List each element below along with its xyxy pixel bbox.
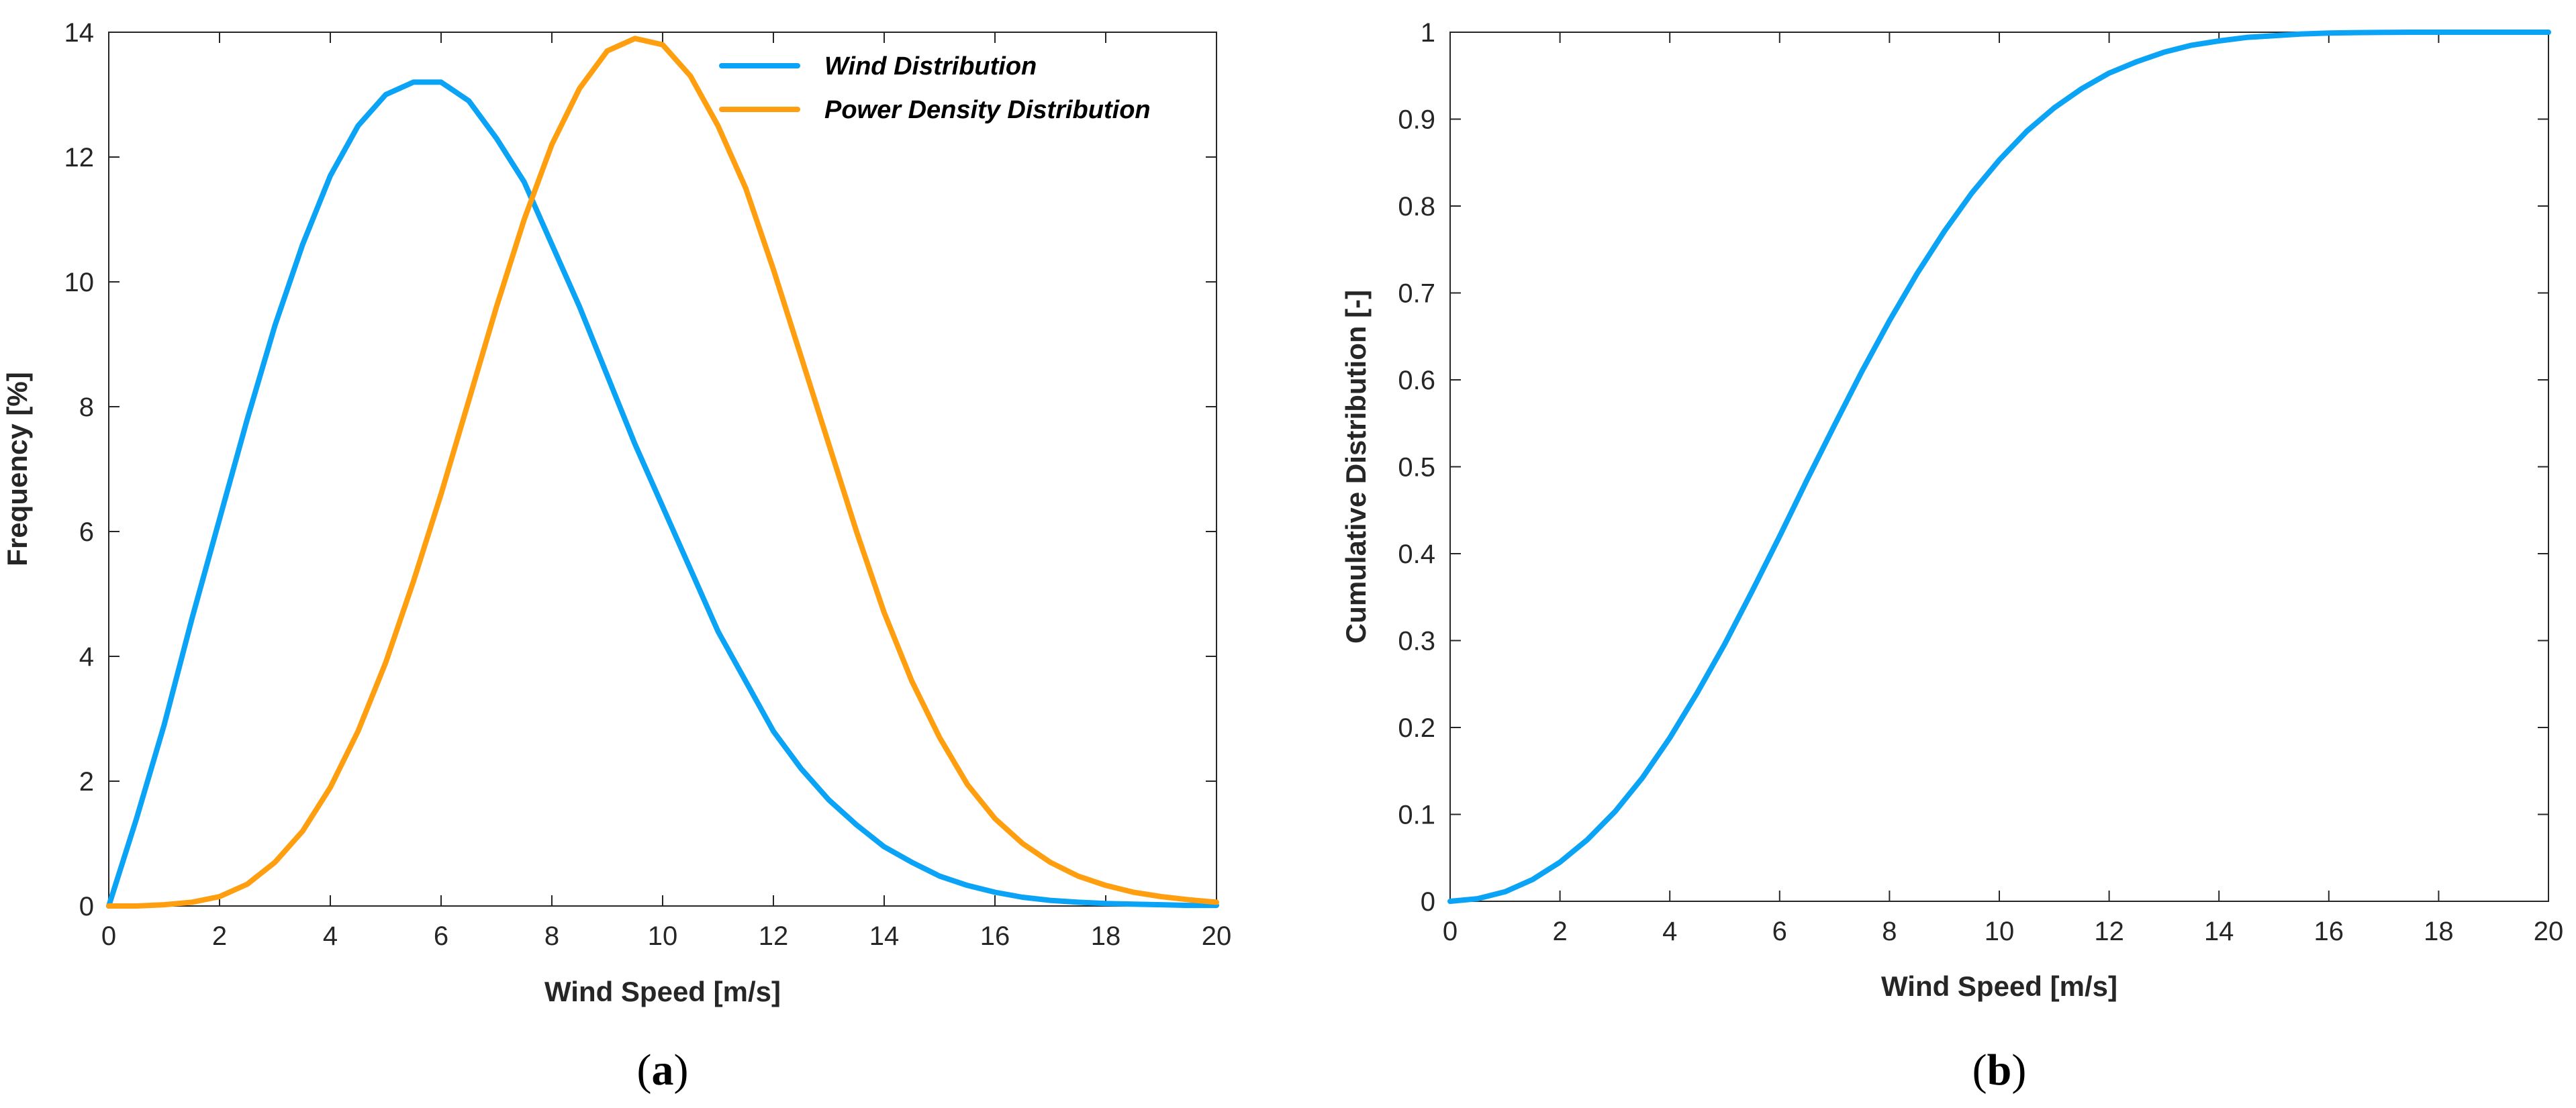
x-tick-label: 6 <box>1772 917 1787 946</box>
y-tick-label: 1 <box>1421 18 1435 48</box>
y-tick-label: 0.5 <box>1398 453 1435 483</box>
x-tick-label: 18 <box>1091 921 1121 951</box>
panel-caption: (b) <box>1972 1046 2027 1095</box>
y-tick-label: 0 <box>1421 887 1435 917</box>
y-tick-label: 14 <box>64 18 95 48</box>
x-tick-label: 0 <box>101 921 116 951</box>
y-tick-label: 0.4 <box>1398 540 1435 569</box>
y-tick-label: 4 <box>79 642 94 672</box>
x-tick-label: 2 <box>212 921 227 951</box>
x-tick-label: 4 <box>1662 917 1677 946</box>
x-tick-label: 2 <box>1552 917 1567 946</box>
y-tick-label: 10 <box>64 268 95 297</box>
x-axis-title: Wind Speed [m/s] <box>544 976 781 1007</box>
series-line-cumulative-distribution <box>1447 30 2551 904</box>
y-tick-label: 12 <box>64 143 95 172</box>
series-line-wind-distribution <box>106 79 1219 909</box>
panel-caption: (a) <box>637 1046 689 1095</box>
x-axis-title: Wind Speed [m/s] <box>1881 970 2117 1002</box>
x-tick-label: 14 <box>2204 917 2234 946</box>
y-tick-label: 0 <box>79 892 94 921</box>
y-tick-label: 0.6 <box>1398 366 1435 395</box>
y-tick-label: 0.1 <box>1398 801 1435 830</box>
x-tick-label: 0 <box>1443 917 1458 946</box>
x-tick-label: 16 <box>980 921 1010 951</box>
y-tick-label: 0.3 <box>1398 627 1435 656</box>
x-tick-label: 16 <box>2314 917 2344 946</box>
legend-label: Wind Distribution <box>824 52 1037 81</box>
x-tick-label: 6 <box>434 921 448 951</box>
x-tick-label: 8 <box>1882 917 1897 946</box>
legend: Wind Distribution Power Density Distribut… <box>719 52 1151 124</box>
y-tick-label: 0.8 <box>1398 192 1435 221</box>
plot-area <box>108 32 1217 907</box>
series-line-power-density-distribution <box>106 36 1219 909</box>
y-axis-title: Frequency [%] <box>1 372 33 566</box>
x-tick-label: 12 <box>759 921 789 951</box>
y-tick-label: 0.7 <box>1398 279 1435 309</box>
x-tick-label: 10 <box>1985 917 2015 946</box>
x-tick-label: 12 <box>2094 917 2124 946</box>
plot-area <box>1449 32 2549 902</box>
y-tick-label: 0.9 <box>1398 105 1435 135</box>
y-tick-label: 2 <box>79 767 94 797</box>
x-tick-label: 4 <box>323 921 338 951</box>
panel-caption-letter: a <box>652 1046 674 1095</box>
x-tick-label: 20 <box>2534 917 2564 946</box>
x-tick-label: 20 <box>1202 921 1232 951</box>
y-tick-label: 6 <box>79 517 94 547</box>
y-tick-label: 0.2 <box>1398 713 1435 743</box>
panel-caption-letter: b <box>1987 1046 2012 1095</box>
x-tick-label: 18 <box>2424 917 2454 946</box>
x-tick-label: 10 <box>648 921 678 951</box>
y-axis-title: Cumulative Distribution [-] <box>1340 290 1372 644</box>
x-tick-label: 14 <box>869 921 900 951</box>
chart-panel-b: 0 2 4 6 8 10 12 14 16 18 20 0 0.1 0.2 0.3 0.4 0.5 0.6 0.7 0… <box>1340 18 2563 1095</box>
chart-panel-a: 0 2 4 6 8 10 12 14 16 18 20 0 2 4 6 8 10 12 14 Wind Speed [… <box>1 18 1231 1095</box>
x-tick-label: 8 <box>544 921 559 951</box>
legend-label: Power Density Distribution <box>824 96 1151 124</box>
y-tick-label: 8 <box>79 393 94 422</box>
